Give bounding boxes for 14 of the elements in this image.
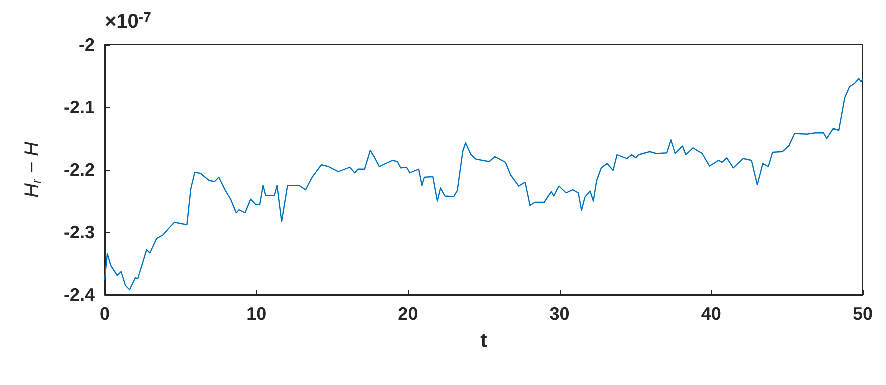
y-tick-label: -2.2 — [64, 160, 95, 180]
line-series — [104, 78, 864, 291]
y-tick-label: -2 — [78, 35, 95, 55]
x-tick-label: 0 — [100, 304, 110, 324]
y-axis-title: Hr − H — [22, 141, 44, 198]
x-tick-label: 40 — [701, 304, 722, 324]
x-tick-label: 20 — [398, 304, 418, 324]
x-tick-label: 10 — [246, 304, 267, 324]
x-tick-label: 50 — [852, 304, 874, 324]
x-axis-title: t — [480, 330, 488, 352]
y-tick-label: -2.3 — [64, 222, 95, 242]
y-tick-label: -2.4 — [64, 285, 95, 305]
y-tick-label: -2.1 — [64, 98, 95, 118]
x-tick-label: 30 — [550, 304, 570, 324]
